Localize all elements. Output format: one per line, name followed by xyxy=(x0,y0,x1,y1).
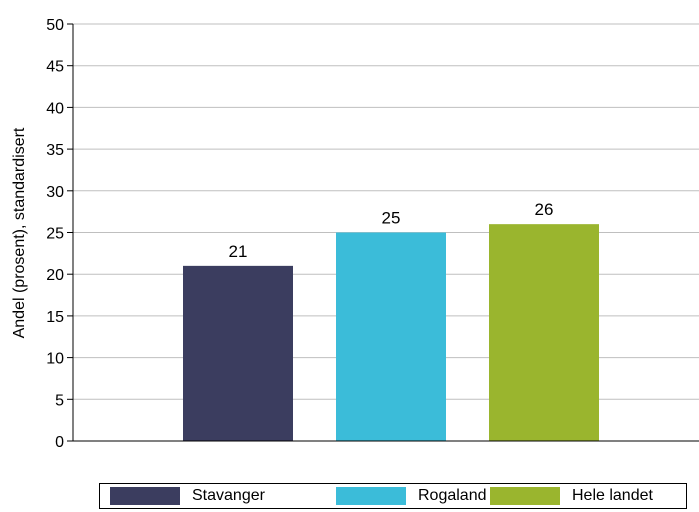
bar-hele-landet xyxy=(489,224,599,441)
legend-item-stavanger: Stavanger xyxy=(110,487,265,505)
legend-label: Hele landet xyxy=(572,487,653,504)
legend-swatch xyxy=(110,487,180,505)
legend-item-hele-landet: Hele landet xyxy=(490,487,653,505)
y-tick-label: 5 xyxy=(55,392,64,409)
data-label: 26 xyxy=(535,200,554,219)
y-tick-label: 30 xyxy=(46,184,64,201)
y-tick-label: 50 xyxy=(46,17,64,34)
y-tick-label: 0 xyxy=(55,434,64,451)
y-tick-label: 15 xyxy=(46,309,64,326)
legend: Stavanger Rogaland Hele landet xyxy=(99,483,687,509)
legend-item-rogaland: Rogaland xyxy=(336,487,487,505)
bar-stavanger xyxy=(183,265,293,441)
y-axis-ticks: 0 5 10 15 20 25 30 35 40 45 50 xyxy=(46,17,73,451)
y-tick-label: 25 xyxy=(46,226,64,243)
y-axis-title: Andel (prosent), standardisert xyxy=(11,127,28,338)
data-label: 21 xyxy=(229,242,248,261)
legend-swatch xyxy=(490,487,560,505)
bar-chart: 0 5 10 15 20 25 30 35 40 45 50 21 25 26 Andel (prose… xyxy=(11,17,699,451)
y-tick-label: 20 xyxy=(46,267,64,284)
legend-swatch xyxy=(336,487,406,505)
bar-rogaland xyxy=(336,232,446,441)
y-tick-label: 45 xyxy=(46,59,64,76)
legend-label: Stavanger xyxy=(192,487,265,504)
y-tick-label: 10 xyxy=(46,351,64,368)
bars xyxy=(183,224,599,441)
legend-label: Rogaland xyxy=(418,487,487,504)
data-labels: 21 25 26 xyxy=(229,200,554,261)
data-label: 25 xyxy=(382,209,401,228)
y-tick-label: 40 xyxy=(46,100,64,117)
y-tick-label: 35 xyxy=(46,142,64,159)
